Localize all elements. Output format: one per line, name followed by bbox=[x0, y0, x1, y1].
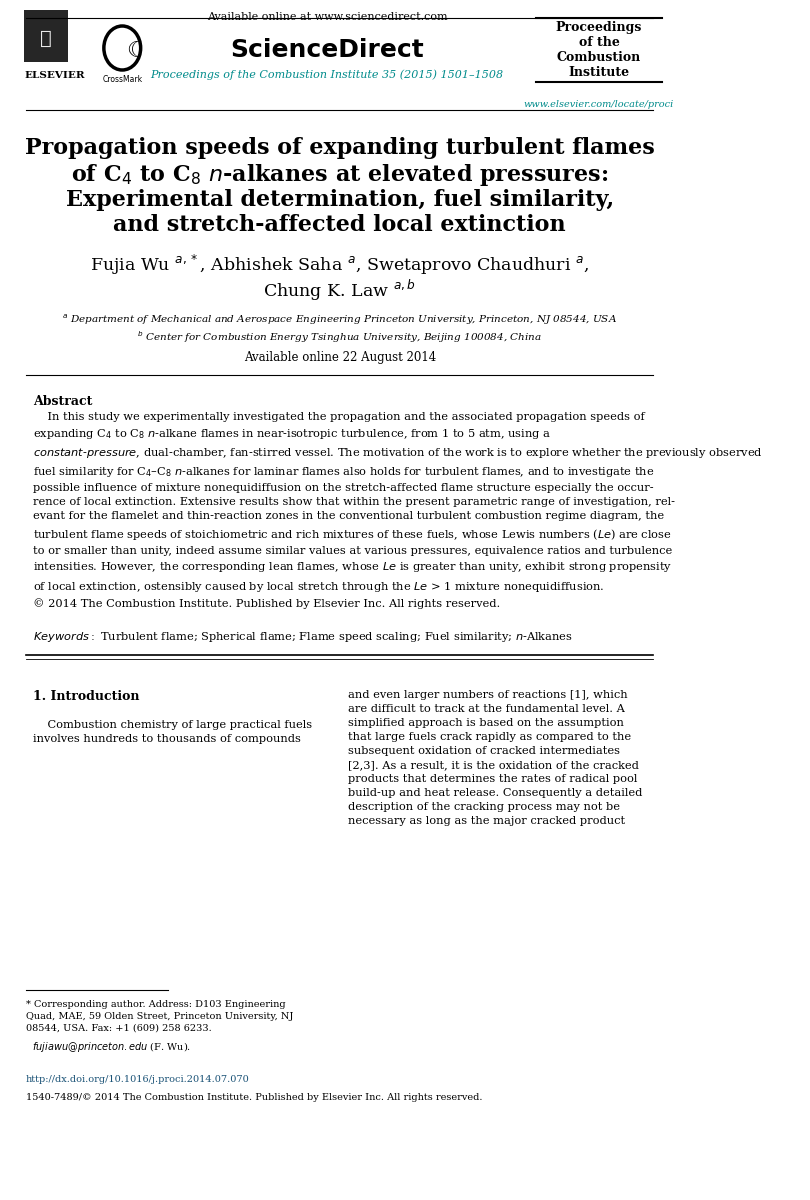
Text: www.elsevier.com/locate/proci: www.elsevier.com/locate/proci bbox=[524, 100, 674, 109]
Text: * Corresponding author. Address: D103 Engineering
Quad, MAE, 59 Olden Street, Pr: * Corresponding author. Address: D103 En… bbox=[26, 1000, 293, 1032]
Text: CrossMark: CrossMark bbox=[102, 74, 143, 84]
Text: Proceedings of the Combustion Institute 35 (2015) 1501–1508: Proceedings of the Combustion Institute … bbox=[151, 70, 504, 80]
Text: Proceedings
of the
Combustion
Institute: Proceedings of the Combustion Institute bbox=[556, 20, 642, 79]
Text: ELSEVIER: ELSEVIER bbox=[24, 71, 85, 79]
Text: $^{b}$ Center for Combustion Energy Tsinghua University, Beijing 100084, China: $^{b}$ Center for Combustion Energy Tsin… bbox=[138, 329, 542, 344]
Text: 1. Introduction: 1. Introduction bbox=[32, 690, 139, 703]
Text: of C$_4$ to C$_8$ $n$-alkanes at elevated pressures:: of C$_4$ to C$_8$ $n$-alkanes at elevate… bbox=[71, 162, 608, 188]
Text: 🌳: 🌳 bbox=[40, 29, 52, 48]
Text: and even larger numbers of reactions [1], which
are difficult to track at the fu: and even larger numbers of reactions [1]… bbox=[348, 690, 642, 826]
Text: Combustion chemistry of large practical fuels
involves hundreds to thousands of : Combustion chemistry of large practical … bbox=[32, 720, 312, 744]
Text: Available online 22 August 2014: Available online 22 August 2014 bbox=[244, 352, 436, 365]
Text: 1540-7489/© 2014 The Combustion Institute. Published by Elsevier Inc. All rights: 1540-7489/© 2014 The Combustion Institut… bbox=[26, 1093, 483, 1102]
Bar bbox=[24, 10, 68, 62]
Text: ☽: ☽ bbox=[113, 35, 132, 55]
Text: Abstract: Abstract bbox=[32, 395, 92, 408]
Text: ScienceDirect: ScienceDirect bbox=[230, 38, 424, 62]
Text: In this study we experimentally investigated the propagation and the associated : In this study we experimentally investig… bbox=[32, 412, 763, 608]
Text: Experimental determination, fuel similarity,: Experimental determination, fuel similar… bbox=[66, 188, 614, 211]
Text: $\it{fujiawu@princeton.edu}$ (F. Wu).: $\it{fujiawu@princeton.edu}$ (F. Wu). bbox=[26, 1040, 191, 1054]
Text: Available online at www.sciencedirect.com: Available online at www.sciencedirect.co… bbox=[207, 12, 447, 22]
Text: Fujia Wu $^{a,*}$, Abhishek Saha $^{a}$, Swetaprovo Chaudhuri $^{a}$,: Fujia Wu $^{a,*}$, Abhishek Saha $^{a}$,… bbox=[90, 253, 589, 277]
Text: http://dx.doi.org/10.1016/j.proci.2014.07.070: http://dx.doi.org/10.1016/j.proci.2014.0… bbox=[26, 1075, 249, 1084]
Text: $\it{Keywords:}$ Turbulent flame; Spherical flame; Flame speed scaling; Fuel sim: $\it{Keywords:}$ Turbulent flame; Spheri… bbox=[32, 630, 573, 644]
Text: $^{a}$ Department of Mechanical and Aerospace Engineering Princeton University, : $^{a}$ Department of Mechanical and Aero… bbox=[62, 313, 617, 328]
Text: and stretch-affected local extinction: and stretch-affected local extinction bbox=[113, 214, 566, 236]
Text: Propagation speeds of expanding turbulent flames: Propagation speeds of expanding turbulen… bbox=[25, 137, 654, 158]
Text: Chung K. Law $^{a,b}$: Chung K. Law $^{a,b}$ bbox=[263, 277, 416, 302]
